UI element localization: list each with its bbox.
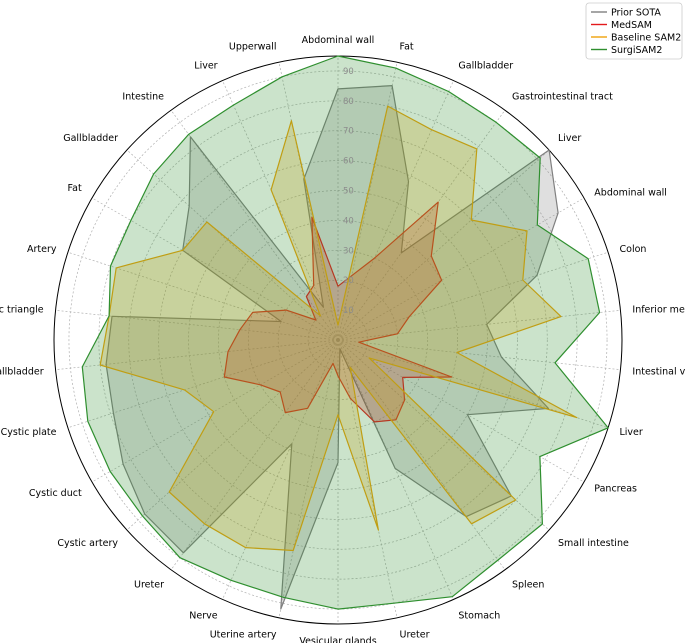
- grid-ring: [158, 160, 518, 520]
- category-label: Intestine: [122, 92, 164, 103]
- grid-spoke: [337, 339, 454, 600]
- grid-spoke: [55, 339, 339, 371]
- grid-spoke: [91, 339, 339, 483]
- legend-label: MedSAM: [611, 20, 652, 31]
- grid-spoke: [222, 339, 339, 600]
- radar-series: [81, 55, 609, 610]
- category-label: Spleen: [512, 580, 544, 591]
- category-label: Gallbladder: [63, 133, 118, 144]
- category-label: Upperwall: [229, 42, 277, 53]
- legend-label: Prior SOTA: [611, 8, 661, 19]
- tick-label: 20: [343, 276, 354, 286]
- category-label: Gallbladder: [458, 61, 513, 72]
- tick-label: 30: [343, 246, 354, 256]
- grid-ring: [98, 100, 578, 580]
- category-label: Liver: [620, 427, 643, 438]
- series-area: [99, 105, 578, 552]
- grid-spoke: [337, 309, 621, 341]
- legend-label: Baseline SAM2: [611, 33, 681, 44]
- category-label: Pancreas: [594, 484, 637, 495]
- grid-spoke: [278, 62, 339, 341]
- grid-ring: [68, 70, 608, 610]
- tick-label: 40: [343, 216, 354, 226]
- category-label: Inferior mesenteric artery: [632, 305, 685, 316]
- category-label: Gallbladder: [0, 366, 44, 377]
- grid-spoke: [126, 339, 339, 531]
- tick-label: 10: [343, 306, 354, 316]
- category-label: Nerve: [189, 610, 217, 621]
- grid-spoke: [91, 197, 339, 341]
- grid-ring: [277, 279, 399, 401]
- series-medsam: [223, 201, 453, 423]
- category-labels: Abdominal wall Fat Gallbladder Gastrointest…: [0, 35, 685, 643]
- grid-spoke: [337, 149, 550, 341]
- tick-label: 70: [343, 127, 354, 137]
- grid-spoke: [222, 80, 339, 341]
- tick-label: 80: [343, 97, 354, 107]
- category-label: Artery: [27, 244, 57, 255]
- grid-spoke: [337, 80, 454, 341]
- grid-spoke: [126, 149, 339, 341]
- category-label: Abdominal wall: [594, 188, 667, 199]
- grid-spoke: [337, 339, 621, 371]
- grid-spoke: [55, 309, 339, 341]
- tick-label: 60: [343, 157, 354, 167]
- tick-label: 50: [343, 187, 354, 197]
- category-label: Stomach: [458, 610, 500, 621]
- tick-label: 90: [343, 67, 354, 77]
- legend-label: SurgiSAM2: [611, 45, 662, 56]
- grid-spoke: [337, 197, 585, 341]
- category-label: Cystic duct: [29, 488, 82, 499]
- grid-spoke: [337, 339, 585, 483]
- series-area: [81, 55, 609, 610]
- category-label: Ureter: [400, 630, 430, 641]
- category-label: Uterine artery: [210, 630, 277, 641]
- grid-spoke: [278, 339, 339, 618]
- series-area: [223, 201, 453, 423]
- radial-tick-labels: 10 20 30 40 50 60 70 80 90: [343, 67, 354, 316]
- category-label: Cystic plate: [1, 427, 57, 438]
- grid-ring: [218, 220, 458, 460]
- grid-spoke: [337, 339, 398, 618]
- legend-box: [585, 2, 683, 60]
- grid-spoke: [337, 339, 506, 570]
- category-label: Ureter: [134, 580, 164, 591]
- series-baseline-sam2: [99, 105, 578, 552]
- category-label: Liver: [194, 61, 217, 72]
- category-label: Intestinal veins: [632, 366, 685, 377]
- grid-spoke: [67, 251, 339, 341]
- category-label: Small intestine: [558, 538, 629, 549]
- category-label: Fat: [68, 183, 82, 194]
- grid-spoke: [170, 339, 339, 570]
- category-label: Gastrointestinal tract: [512, 92, 613, 103]
- category-label: Colon: [620, 244, 647, 255]
- category-label: Vesicular glands: [299, 636, 376, 643]
- series-surgisam2: [81, 55, 609, 610]
- category-label: Cystic artery: [57, 538, 118, 549]
- category-label: Fat: [400, 42, 414, 53]
- category-label: Hepatocystic triangle: [0, 305, 44, 316]
- category-label: Abdominal wall: [302, 35, 375, 46]
- category-label: Liver: [558, 133, 581, 144]
- grid-spoke: [337, 251, 609, 341]
